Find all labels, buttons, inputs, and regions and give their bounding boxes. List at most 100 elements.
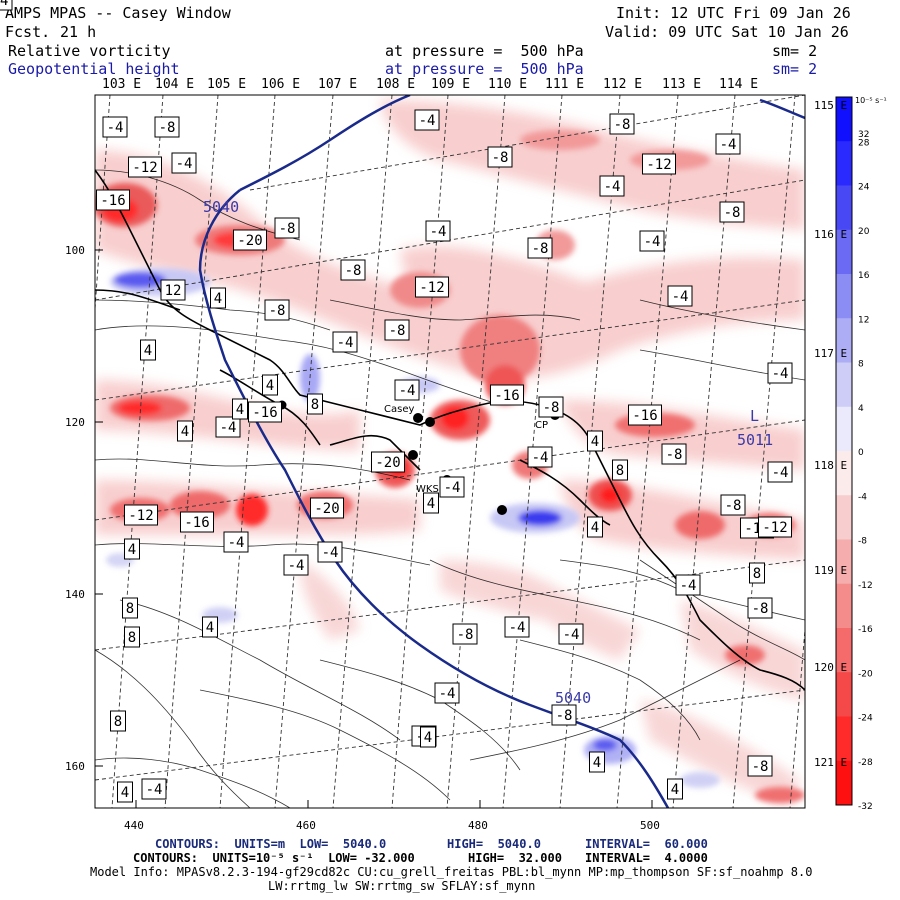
colorbar-label: 16 (858, 271, 870, 281)
colorbar-segment (836, 672, 852, 717)
field2-level: at pressure = 500 hPa (385, 60, 584, 78)
top-longitude-label: 109 E (431, 77, 471, 92)
contour-value-label: 4 (420, 726, 436, 748)
svg-text:-12: -12 (646, 157, 671, 173)
svg-text:4: 4 (128, 542, 136, 558)
right-longitude-label: 119 E (814, 564, 848, 577)
station-marker (413, 413, 423, 423)
svg-text:4: 4 (121, 785, 129, 801)
contour-value-label: -4 (141, 778, 167, 800)
svg-text:-4: -4 (532, 450, 549, 466)
right-longitude-label: 121 E (814, 756, 848, 769)
contour-value-label: -8 (384, 319, 410, 341)
contour-value-label: -16 (490, 384, 524, 406)
field1-name: Relative vorticity (8, 42, 171, 60)
svg-text:-4: -4 (644, 234, 661, 250)
svg-text:-4: -4 (720, 137, 737, 153)
svg-text:-4: -4 (419, 113, 436, 129)
right-longitude-label: 120 E (814, 661, 848, 674)
top-longitude-label: 104 E (155, 77, 195, 92)
y-tick-label: 100 (65, 244, 85, 257)
svg-text:-4: -4 (220, 420, 237, 436)
contour-value-label: 4 (202, 616, 218, 638)
contour-value-label: -8 (719, 201, 745, 223)
contour-labels: -4 -8 -4 -8 -8 -4 -12 -16 -4 -4 -8 -12 -20 -8 -4 -8 -4 12… (0, 0, 793, 803)
contour-value-label: -20 (371, 451, 405, 473)
contour-value-label: -4 (394, 379, 420, 401)
svg-text:-8: -8 (724, 205, 741, 221)
station-label-cp: CP (535, 420, 548, 431)
top-longitude-label: 110 E (488, 77, 528, 92)
svg-text:-4: -4 (430, 224, 447, 240)
product-title: AMPS MPAS -- Casey Window (5, 4, 231, 22)
contour-value-label: -4 (317, 541, 343, 563)
svg-text:-4: -4 (288, 558, 305, 574)
station-marker (408, 450, 418, 460)
svg-text:-4: -4 (439, 686, 456, 702)
colorbar-segment (836, 760, 852, 806)
svg-text:8: 8 (114, 714, 122, 730)
contour-value-label: -4 (527, 446, 553, 468)
svg-text:-8: -8 (492, 150, 509, 166)
colorbar-label: -8 (858, 537, 867, 547)
contour-value-label: -4 (283, 554, 309, 576)
contour-value-label: -4 (434, 682, 460, 704)
contour-value-label: -4 (667, 285, 693, 307)
top-longitude-label: 113 E (662, 77, 702, 92)
contour-value-label: 8 (612, 459, 628, 481)
colorbar-label: 24 (858, 183, 870, 193)
contour-value-label: -4 (332, 331, 358, 353)
svg-text:4: 4 (144, 343, 152, 359)
plot-frame (94, 94, 806, 809)
svg-text:-8: -8 (752, 601, 769, 617)
svg-text:-4: -4 (146, 782, 163, 798)
svg-text:-20: -20 (237, 233, 262, 249)
svg-text:4: 4 (181, 424, 189, 440)
contour-value-label: -4 (425, 220, 451, 242)
contour-value-label: -16 (96, 189, 130, 211)
svg-text:-12: -12 (132, 160, 157, 176)
x-tick-label: 480 (468, 819, 488, 832)
init-time: Init: 12 UTC Fri 09 Jan 26 (616, 4, 851, 22)
footer-height-high: HIGH= 5040.0 (447, 837, 541, 851)
colorbar-segment (836, 451, 852, 496)
field2-smoothing: sm= 2 (772, 60, 818, 78)
colorbar-label: -20 (858, 669, 873, 679)
footer-vorticity-interval: INTERVAL= 4.0000 (585, 851, 708, 865)
colorbar-label: -32 (858, 802, 873, 812)
svg-text:4: 4 (593, 755, 601, 771)
contour-value-label: -8 (340, 259, 366, 281)
svg-text:4: 4 (424, 730, 432, 746)
valid-time: Valid: 09 UTC Sat 10 Jan 26 (605, 23, 849, 41)
forecast-label: Fcst. (5, 23, 51, 41)
colorbar-label: -28 (858, 758, 873, 768)
height-label: 5040 (555, 689, 591, 707)
contour-value-label: 8 (749, 562, 765, 584)
svg-text:8: 8 (128, 630, 136, 646)
svg-text:4: 4 (671, 782, 679, 798)
contour-value-label: 4 (587, 516, 603, 538)
colorbar-label: 8 (858, 360, 864, 370)
svg-text:-16: -16 (252, 405, 277, 421)
svg-text:-4: -4 (772, 465, 789, 481)
svg-text:-16: -16 (632, 408, 657, 424)
colorbar-label: 28 (858, 138, 870, 148)
colorbar-label: 0 (858, 448, 864, 458)
colorbar-segment (836, 716, 852, 762)
field1-smoothing: sm= 2 (772, 42, 818, 60)
height-label: 5040 (203, 198, 239, 216)
svg-text:-12: -12 (419, 280, 444, 296)
svg-text:-12: -12 (762, 520, 787, 536)
contour-value-label: -20 (233, 229, 267, 251)
contour-value-label: 8 (307, 393, 323, 415)
height-label: 5011 (737, 431, 773, 449)
colorbar-segment (836, 274, 852, 319)
colorbar-segment (836, 628, 852, 673)
contour-value-label: -20 (310, 497, 344, 519)
svg-text:-4: -4 (672, 289, 689, 305)
contour-value-label: -4 (767, 362, 793, 384)
svg-text:-16: -16 (184, 515, 209, 531)
svg-text:-8: -8 (614, 117, 631, 133)
contour-value-label: 8 (122, 597, 138, 619)
model-info-physics: LW:rrtmg_lw SW:rrtmg_sw SFLAY:sf_mynn (268, 879, 536, 893)
